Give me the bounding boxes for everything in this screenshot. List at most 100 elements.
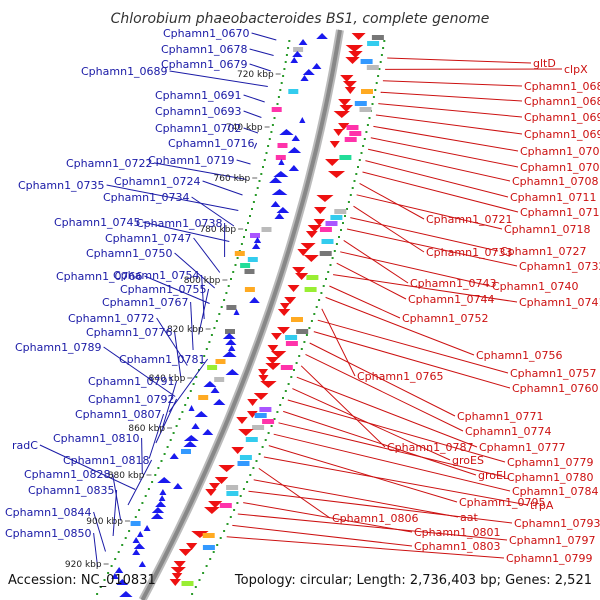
- gene-arrow-forward: [204, 507, 220, 514]
- leader-line: [278, 422, 506, 478]
- leader-line: [144, 275, 210, 304]
- gc-dot: [239, 495, 242, 497]
- gene-label: Cphamn1_0799: [506, 552, 593, 565]
- gc-dot: [353, 180, 356, 182]
- leader-line: [367, 148, 511, 182]
- gc-dot: [198, 579, 201, 581]
- gc-dot: [308, 327, 311, 329]
- gene-label: Cphamn1_0755: [120, 283, 207, 296]
- gc-dot: [375, 82, 378, 84]
- gene-arrow-reverse: [233, 309, 240, 315]
- gc-dot: [163, 453, 166, 455]
- leader-line: [93, 532, 99, 568]
- gc-dot: [232, 271, 235, 273]
- gene-block: [319, 251, 332, 256]
- leader-line: [251, 32, 277, 41]
- gene-label: Cphamn1_0706: [520, 161, 600, 174]
- gene-arrow-forward: [270, 351, 287, 358]
- gene-arrow-forward: [292, 267, 306, 274]
- gene-arrow-forward: [345, 57, 360, 64]
- gene-arrow-forward: [246, 411, 258, 418]
- gene-block: [202, 545, 215, 550]
- gene-block: [215, 359, 226, 364]
- gene-block: [321, 239, 334, 244]
- genome-title: Chlorobium phaeobacteroides BS1, complet…: [111, 11, 490, 27]
- gene-arrow-reverse: [270, 201, 281, 207]
- gc-dot: [191, 593, 194, 595]
- gene-label: Cphamn1_0787: [387, 441, 474, 454]
- gc-dot: [351, 187, 354, 189]
- gene-arrow-forward: [253, 393, 269, 400]
- gene-arrow-reverse: [116, 579, 129, 585]
- gene-label: Cphamn1_0835: [28, 484, 115, 497]
- leader-line: [343, 239, 409, 284]
- gene-label: gltD: [533, 57, 556, 70]
- leader-line: [202, 180, 243, 196]
- gene-arrow-reverse: [298, 39, 308, 45]
- leader-line: [268, 445, 458, 503]
- gene-label: Cphamn1_0740: [492, 280, 579, 293]
- gc-dot: [202, 572, 205, 574]
- gc-dot: [169, 439, 172, 441]
- gc-dot: [166, 446, 169, 448]
- gc-dot: [262, 166, 264, 168]
- gene-label: Cphamn1_0766: [56, 270, 143, 283]
- gc-dot: [382, 47, 385, 49]
- gc-dot: [192, 383, 195, 385]
- gc-dot: [265, 152, 268, 154]
- gene-block: [202, 533, 215, 538]
- gc-dot: [212, 551, 215, 553]
- leader-line: [237, 513, 508, 541]
- gc-dot: [284, 390, 287, 392]
- gc-dot: [227, 285, 230, 287]
- topology-summary: Topology: circular; Length: 2,736,403 bp…: [234, 573, 592, 588]
- leader-line: [103, 346, 176, 397]
- gene-arrow-reverse: [302, 69, 315, 75]
- leader-line: [127, 459, 153, 506]
- gene-label: Cphamn1_0801: [414, 526, 501, 539]
- gene-label: Cphamn1_0756: [476, 349, 563, 362]
- kbp-ticks: 720 kbp 740 kbp 760 kbp 780 kbp 800 kbp 820 k…: [65, 70, 281, 570]
- gc-dot: [325, 278, 327, 280]
- leader-line: [148, 413, 165, 459]
- leader-line: [375, 114, 523, 135]
- gc-dot: [141, 502, 144, 504]
- gene-arrow-forward: [342, 81, 357, 88]
- leader-line: [155, 398, 178, 444]
- leader-line: [380, 91, 523, 102]
- gene-label: Cphamn1_0715: [520, 206, 600, 219]
- gc-dot: [383, 40, 386, 42]
- gene-label: Cphamn1_0781: [119, 353, 206, 366]
- gc-dot: [310, 320, 313, 322]
- gc-dot: [124, 537, 127, 539]
- leader-line: [174, 331, 182, 382]
- gene-arrow-reverse: [133, 543, 146, 549]
- gc-dot: [234, 264, 237, 266]
- gene-label: Cphamn1_0744: [408, 293, 495, 306]
- gene-block: [371, 35, 384, 40]
- kbp-tick-label: 800 kbp: [184, 276, 221, 286]
- gene-arrow-forward: [345, 45, 364, 52]
- gene-arrow-reverse: [188, 405, 195, 411]
- gene-arrow-reverse: [278, 159, 285, 165]
- gc-dot: [368, 117, 371, 119]
- gc-dot: [247, 222, 249, 224]
- leader-line: [174, 252, 216, 289]
- gc-dot: [252, 467, 255, 469]
- gene-block: [361, 89, 373, 94]
- gc-dot: [290, 376, 293, 378]
- gene-arrow-reverse: [292, 51, 303, 57]
- kbp-tick-label: 840 kbp: [149, 374, 186, 384]
- gene-label: Cphamn1_0681: [524, 80, 600, 93]
- gene-block: [247, 257, 258, 262]
- gc-dot: [147, 488, 150, 490]
- gene-arrow-reverse: [183, 441, 197, 447]
- gc-dot: [333, 250, 336, 252]
- leader-line: [248, 490, 513, 524]
- gene-arrow-forward: [238, 429, 254, 436]
- gc-dot: [117, 551, 120, 553]
- gene-arrow-forward: [218, 465, 235, 472]
- gene-block: [354, 101, 367, 106]
- gene-arrow-forward: [258, 375, 269, 382]
- gene-label: Cphamn1_0760: [512, 382, 599, 395]
